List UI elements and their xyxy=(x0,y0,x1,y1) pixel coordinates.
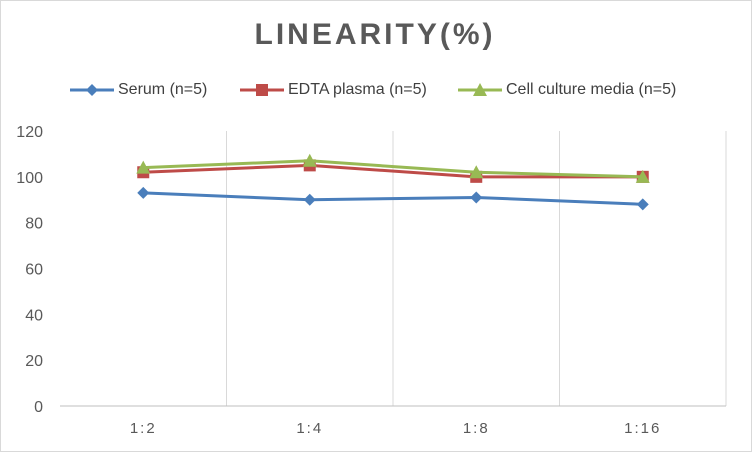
x-tick-label: 1:2 xyxy=(130,420,157,437)
legend-label-cell-culture-media: Cell culture media (n=5) xyxy=(506,81,677,98)
y-tick-label: 20 xyxy=(25,353,43,370)
series-line-edta-plasma xyxy=(143,163,643,179)
legend-label-serum: Serum (n=5) xyxy=(118,81,208,98)
y-tick-label: 60 xyxy=(25,262,43,279)
y-tick-label: 40 xyxy=(25,307,43,324)
legend-marker-cell-culture-media xyxy=(458,83,502,96)
legend-label-edta-plasma: EDTA plasma (n=5) xyxy=(288,81,427,98)
data-point-serum xyxy=(137,186,150,199)
x-tick-label: 1:4 xyxy=(296,420,323,437)
chart-title: LINEARITY(%) xyxy=(254,18,496,51)
legend: Serum (n=5) EDTA plasma (n=5) Cell cultu… xyxy=(0,78,750,102)
y-tick-label: 120 xyxy=(16,124,43,141)
data-point-cell-culture-media xyxy=(302,153,317,167)
series-line-serum xyxy=(143,191,643,206)
y-tick-label: 80 xyxy=(25,216,43,233)
x-tick-label: 1:16 xyxy=(624,420,661,437)
data-point-cell-culture-media xyxy=(136,160,151,174)
legend-marker-serum xyxy=(70,84,114,96)
data-point-serum xyxy=(636,198,649,211)
y-tick-label: 0 xyxy=(34,399,43,416)
data-point-serum xyxy=(303,193,316,206)
data-point-cell-culture-media xyxy=(635,169,650,183)
data-point-cell-culture-media xyxy=(469,165,484,179)
data-point-serum xyxy=(470,191,483,204)
legend-marker-edta-plasma xyxy=(240,84,284,96)
x-tick-label: 1:8 xyxy=(463,420,490,437)
y-tick-label: 100 xyxy=(16,170,43,187)
series-line-cell-culture-media xyxy=(143,159,643,179)
